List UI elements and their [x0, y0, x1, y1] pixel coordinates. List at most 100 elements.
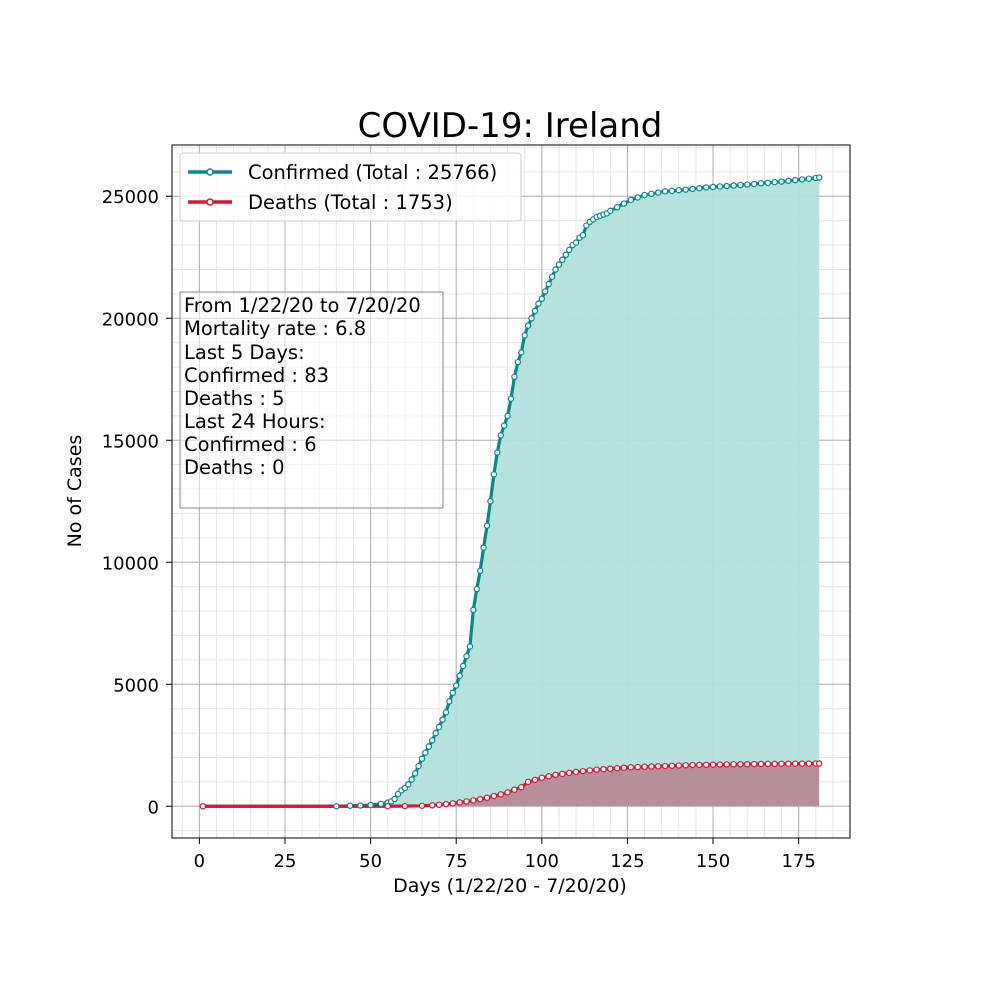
deaths-point	[384, 803, 391, 810]
deaths-point	[675, 762, 682, 769]
legend-box	[179, 152, 522, 222]
info-line-mortality: Mortality rate : 6.8	[184, 317, 366, 340]
confirmed-point	[432, 729, 439, 737]
deaths-point	[723, 761, 730, 768]
confirmed-point	[696, 184, 703, 192]
confirmed-point	[463, 653, 470, 660]
y-tick-label: 20000	[102, 309, 159, 330]
confirmed-point	[425, 743, 433, 750]
confirmed-point	[494, 449, 501, 456]
deaths-point	[593, 766, 600, 773]
confirmed-point	[521, 332, 528, 339]
deaths-point	[490, 792, 498, 800]
x-tick-label: 0	[194, 851, 205, 872]
confirmed-point	[702, 184, 710, 191]
confirmed-point	[449, 689, 456, 697]
confirmed-point	[785, 177, 792, 185]
deaths-point	[757, 760, 765, 768]
info-line-last24-deaths: Deaths : 0	[184, 456, 285, 479]
confirmed-point	[737, 181, 744, 189]
deaths-point	[764, 760, 772, 768]
deaths-point	[634, 763, 641, 771]
confirmed-point	[655, 189, 662, 196]
deaths-point	[442, 800, 450, 808]
deaths-point	[815, 760, 823, 767]
confirmed-point	[405, 781, 412, 788]
deaths-point	[524, 778, 532, 786]
deaths-point	[702, 761, 710, 769]
deaths-point	[709, 761, 717, 768]
deaths-point	[504, 789, 511, 796]
confirmed-point	[661, 188, 669, 195]
confirmed-point	[562, 251, 569, 259]
confirmed-point	[524, 322, 532, 329]
deaths-area	[202, 763, 820, 807]
confirmed-point	[566, 246, 573, 254]
legend-marker-confirmed	[206, 168, 214, 176]
deaths-point	[545, 773, 552, 780]
deaths-point	[641, 763, 648, 770]
confirmed-point	[750, 180, 758, 188]
deaths-point	[531, 776, 539, 784]
confirmed-point	[538, 295, 546, 302]
confirmed-point	[518, 349, 525, 356]
confirmed-point	[528, 315, 535, 322]
deaths-point	[682, 762, 689, 769]
y-axis-title: No of Cases	[64, 435, 86, 548]
deaths-point	[744, 760, 751, 768]
confirmed-point	[682, 186, 689, 193]
deaths-point	[483, 794, 491, 801]
deaths-point	[778, 760, 785, 767]
y-tick-label: 0	[148, 797, 159, 818]
confirmed-point	[744, 181, 751, 188]
confirmed-point	[466, 643, 474, 650]
x-tick-label: 50	[359, 851, 382, 872]
deaths-point	[785, 760, 792, 767]
confirmed-point	[675, 186, 682, 194]
x-tick-label: 175	[781, 851, 815, 872]
deaths-point	[613, 765, 621, 772]
confirmed-point	[572, 239, 580, 246]
legend-label-confirmed: Confirmed (Total : 25766)	[248, 161, 497, 184]
deaths-point	[572, 768, 580, 776]
deaths-point	[661, 762, 669, 770]
series-fills	[202, 177, 820, 807]
deaths-point	[418, 802, 426, 809]
deaths-point	[463, 798, 470, 805]
y-tick-label: 25000	[102, 187, 159, 208]
confirmed-point	[548, 273, 556, 280]
confirmed-point	[346, 802, 354, 809]
y-tick-label: 15000	[102, 431, 159, 452]
deaths-point	[586, 767, 593, 774]
deaths-point	[511, 786, 518, 793]
confirmed-point	[497, 432, 504, 439]
confirmed-point	[377, 800, 385, 808]
deaths-point	[518, 784, 525, 791]
confirmed-point	[627, 196, 635, 204]
confirmed-point	[723, 182, 730, 190]
confirmed-point	[473, 585, 480, 593]
confirmed-point	[552, 266, 559, 273]
confirmed-point	[470, 606, 477, 614]
confirmed-point	[607, 207, 614, 215]
info-line-last5-heading: Last 5 Days:	[184, 341, 305, 364]
confirmed-point	[531, 307, 539, 315]
deaths-point	[476, 796, 484, 803]
deaths-point	[552, 771, 559, 779]
confirmed-point	[367, 801, 374, 809]
confirmed-point	[668, 187, 676, 195]
confirmed-point	[418, 755, 426, 762]
x-tick-label: 75	[445, 851, 468, 872]
chart-title: COVID-19: Ireland	[358, 106, 663, 146]
info-line-last5-deaths: Deaths : 5	[184, 387, 285, 410]
confirmed-point	[391, 795, 398, 803]
deaths-point	[805, 760, 813, 767]
confirmed-point	[453, 682, 460, 689]
x-axis-ticks: 0 25 50 75 100 125 150 175	[194, 838, 816, 872]
deaths-point	[470, 797, 477, 804]
y-tick-label: 5000	[113, 675, 159, 696]
confirmed-point	[535, 300, 542, 307]
confirmed-point	[792, 176, 799, 184]
confirmed-point	[487, 498, 494, 505]
deaths-point	[620, 764, 628, 771]
